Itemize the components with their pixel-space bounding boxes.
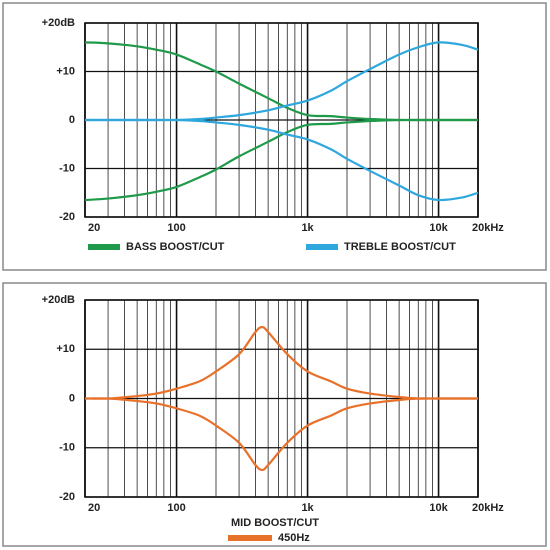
- curve: [85, 118, 479, 202]
- x-tick-label: 100: [167, 502, 185, 514]
- y-tick-label: -10: [59, 442, 75, 454]
- y-tick-label: 0: [69, 392, 75, 404]
- x-tick-label: 10k: [429, 502, 448, 514]
- x-tick-label: 100: [167, 222, 185, 234]
- legend-label: BASS BOOST/CUT: [126, 241, 225, 253]
- curve: [84, 325, 478, 400]
- curve: [84, 118, 478, 202]
- x-tick-label: 20kHz: [472, 502, 504, 514]
- y-tick-label: -10: [59, 162, 75, 174]
- y-tick-label: 0: [69, 114, 75, 126]
- y-tick-label: +20dB: [42, 17, 75, 29]
- y-tick-label: +20dB: [42, 294, 75, 306]
- y-tick-label: +10: [56, 343, 75, 355]
- y-tick-label: -20: [59, 491, 75, 503]
- y-tick-label: +10: [56, 65, 75, 77]
- legend-label: 450Hz: [278, 532, 310, 544]
- legend-title: MID BOOST/CUT: [231, 517, 319, 529]
- y-tick-label: -20: [59, 211, 75, 223]
- x-tick-label: 1k: [301, 502, 314, 514]
- legend-label: TREBLE BOOST/CUT: [344, 241, 456, 253]
- x-tick-label: 20kHz: [472, 222, 504, 234]
- x-tick-label: 10k: [429, 222, 448, 234]
- x-tick-label: 1k: [301, 222, 314, 234]
- x-tick-label: 20: [88, 502, 100, 514]
- x-tick-label: 20: [88, 222, 100, 234]
- curve: [84, 397, 478, 472]
